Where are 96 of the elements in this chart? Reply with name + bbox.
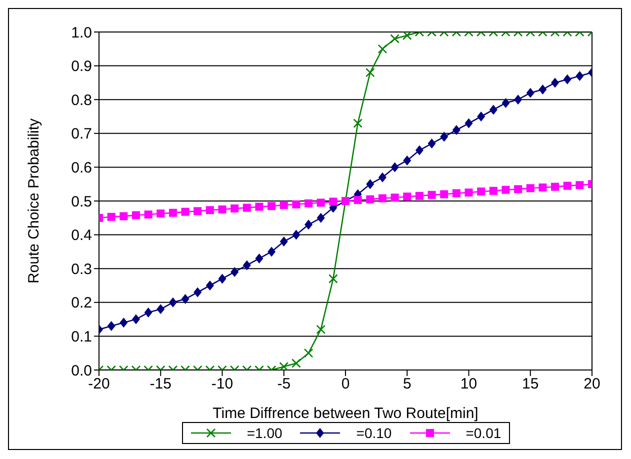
point [440, 132, 448, 142]
point [156, 210, 165, 218]
point [268, 246, 276, 257]
point [526, 184, 534, 192]
point [514, 185, 522, 194]
point [230, 204, 239, 212]
point [181, 294, 190, 304]
point [415, 145, 424, 156]
point [194, 207, 202, 216]
point [354, 196, 362, 204]
x-tick-label: 0 [341, 376, 350, 393]
point [156, 304, 165, 314]
point [168, 297, 177, 308]
point [576, 181, 584, 190]
x-tick-label: 10 [460, 376, 478, 393]
point [514, 94, 522, 105]
point [218, 274, 226, 284]
point [366, 179, 374, 190]
point [194, 287, 202, 298]
point [304, 199, 313, 208]
x-tick-label: -5 [277, 376, 291, 393]
point [403, 192, 412, 201]
point [477, 112, 486, 122]
point [477, 188, 486, 196]
point [390, 162, 399, 172]
point [428, 138, 436, 149]
point [292, 230, 300, 240]
point [206, 280, 214, 290]
x-tick-label: 20 [584, 376, 600, 393]
point [107, 212, 116, 221]
point [428, 190, 436, 199]
point [538, 183, 547, 192]
point [464, 188, 473, 197]
point [218, 205, 226, 214]
x-axis-title: Time Diffrence between Two Route[min] [212, 405, 478, 422]
y-tick-label: 0.9 [71, 58, 92, 76]
x-tick-label: 15 [522, 376, 539, 393]
point [292, 200, 300, 208]
y-tick-label: 1.0 [71, 24, 92, 42]
point [440, 190, 448, 198]
point [304, 220, 313, 230]
x-tick-label: -15 [150, 376, 172, 393]
point [120, 318, 128, 328]
point [415, 192, 424, 200]
point [329, 198, 338, 206]
point [489, 186, 498, 195]
point [120, 212, 128, 220]
point [551, 78, 560, 88]
legend-label: =0.10 [356, 425, 392, 441]
point [378, 172, 386, 182]
y-tick-label: 0.4 [71, 227, 92, 244]
point [452, 189, 460, 198]
y-tick-label: 0.7 [71, 126, 92, 143]
point [144, 210, 152, 219]
y-tick-label: 0.6 [71, 160, 92, 177]
point [316, 198, 325, 207]
point [168, 208, 177, 217]
point [452, 125, 460, 136]
point [132, 211, 140, 220]
point [378, 194, 386, 202]
y-tick-label: 0.2 [71, 294, 92, 312]
point [551, 182, 560, 191]
y-tick-label: 0.3 [71, 260, 92, 278]
point [132, 314, 140, 324]
point [242, 204, 251, 212]
point [563, 74, 572, 84]
point [464, 118, 473, 128]
point [206, 206, 214, 214]
point [316, 212, 325, 223]
point [526, 88, 534, 98]
point [563, 182, 572, 190]
y-tick-label: 0.8 [71, 92, 92, 109]
y-tick-label: 0.1 [71, 328, 92, 346]
point [366, 195, 374, 204]
point [390, 194, 399, 202]
point [230, 266, 239, 277]
point [502, 98, 510, 108]
point [403, 155, 412, 166]
y-axis-title: Route Choice Probability [25, 118, 42, 284]
point [255, 253, 264, 264]
point [242, 260, 251, 270]
point [255, 202, 264, 211]
point [280, 201, 288, 210]
point [502, 186, 510, 194]
y-tick-label: 0.5 [71, 193, 92, 210]
point [181, 208, 190, 216]
x-tick-label: 5 [402, 376, 412, 393]
point [342, 197, 350, 205]
point [280, 236, 288, 247]
point [489, 104, 498, 115]
point [144, 308, 152, 318]
x-tick-label: -10 [211, 376, 234, 393]
point [268, 202, 276, 210]
point [538, 84, 547, 94]
legend-label: =1.00 [246, 425, 282, 441]
legend-label: =0.01 [466, 425, 502, 441]
